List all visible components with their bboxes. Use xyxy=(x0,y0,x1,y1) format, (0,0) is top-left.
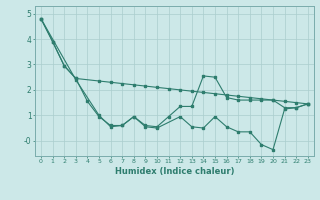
X-axis label: Humidex (Indice chaleur): Humidex (Indice chaleur) xyxy=(115,167,234,176)
